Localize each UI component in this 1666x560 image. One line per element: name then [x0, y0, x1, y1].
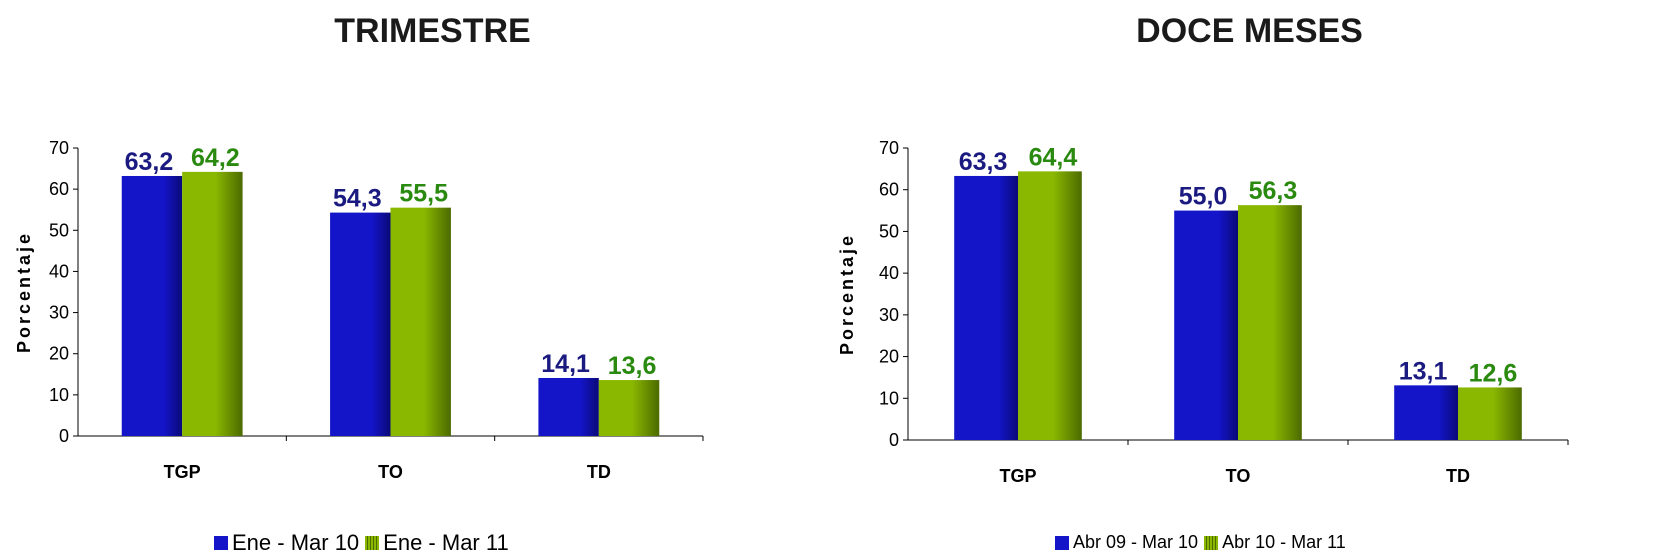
- data-label: 55,5: [399, 180, 448, 208]
- legend-swatch-green: [365, 536, 380, 550]
- chart-legend: Ene - Mar 10 Ene - Mar 11: [214, 530, 509, 556]
- legend-swatch-green: [1204, 535, 1219, 550]
- category-label: TO: [378, 462, 403, 482]
- bar-series-2: [1458, 387, 1522, 440]
- y-axis-label: Porcentaje: [14, 231, 34, 353]
- legend-label: Ene - Mar 11: [383, 530, 509, 555]
- chart-legend: Abr 09 - Mar 10 Abr 10 - Mar 11: [1055, 532, 1346, 553]
- data-label: 64,2: [191, 144, 240, 172]
- category-label: TGP: [999, 466, 1036, 486]
- data-label: 64,4: [1029, 143, 1078, 171]
- y-tick-label: 70: [49, 138, 69, 158]
- bar-chart-doce-meses: 0 10 20 30 40 50 60 70 Porcentaje 63,3 64,4 TGP 55,0…: [837, 138, 1569, 486]
- bar-chart-trimestre: 0 10 20 30 40 50 60 70 Porcentaje 63,2 64,2 TGP 54,3…: [14, 138, 704, 482]
- bar-series-1: [1174, 210, 1238, 440]
- data-label: 54,3: [333, 185, 382, 213]
- y-tick-label: 50: [49, 220, 69, 240]
- bar-series-1: [538, 377, 599, 436]
- legend-swatch-blue: [214, 536, 228, 550]
- chart-title: DOCE MESES: [1136, 12, 1363, 50]
- category-label: TO: [1226, 466, 1251, 486]
- legend-item-series-2: Ene - Mar 11: [365, 530, 509, 556]
- y-tick-label: 30: [879, 305, 899, 325]
- legend-item-series-2: Abr 10 - Mar 11: [1204, 532, 1346, 553]
- data-label: 14,1: [541, 350, 590, 378]
- data-label: 56,3: [1249, 177, 1298, 205]
- y-tick-label: 60: [49, 179, 69, 199]
- legend-item-series-1: Abr 09 - Mar 10: [1055, 532, 1198, 553]
- bar-series-1: [330, 212, 391, 436]
- legend-label: Abr 09 - Mar 10: [1073, 532, 1199, 552]
- bar-series-2: [390, 207, 451, 436]
- y-tick-label: 30: [49, 303, 69, 323]
- bar-series-2: [182, 171, 243, 436]
- data-label: 13,1: [1399, 357, 1448, 385]
- y-tick-label: 60: [879, 180, 899, 200]
- y-tick-label: 20: [49, 344, 69, 364]
- y-tick-label: 0: [59, 426, 69, 446]
- category-label: TGP: [164, 462, 201, 482]
- data-label: 13,6: [608, 352, 657, 380]
- category-label: TD: [1446, 466, 1470, 486]
- legend-item-series-1: Ene - Mar 10: [214, 530, 359, 556]
- legend-label: Ene - Mar 10: [232, 530, 360, 555]
- y-tick-label: 20: [879, 347, 899, 367]
- data-label: 12,6: [1469, 359, 1518, 387]
- data-label: 63,3: [959, 148, 1008, 176]
- legend-label: Abr 10 - Mar 11: [1222, 532, 1346, 552]
- chart-panel-doce-meses: DOCE MESES 0 10 20 30 40 50 60 70 Porcentaje 63,3…: [833, 0, 1666, 560]
- data-label: 55,0: [1179, 183, 1228, 211]
- bar-series-2: [598, 380, 660, 436]
- y-tick-label: 40: [879, 263, 899, 283]
- bar-series-1: [121, 175, 183, 436]
- chart-title: TRIMESTRE: [334, 12, 531, 50]
- y-axis-label: Porcentaje: [837, 233, 857, 355]
- bar-series-2: [1018, 171, 1082, 441]
- y-tick-label: 10: [49, 385, 69, 405]
- y-tick-label: 40: [49, 261, 69, 281]
- y-tick-label: 0: [889, 430, 899, 450]
- bar-series-1: [1394, 385, 1458, 440]
- bar-series-1: [954, 175, 1018, 440]
- chart-panel-trimestre: TRIMESTRE 0 10 20 30 40 50 60 70 Porcentaje 63,2 6…: [14, 12, 704, 556]
- y-tick-label: 10: [879, 388, 899, 408]
- data-label: 63,2: [125, 148, 174, 176]
- legend-swatch-blue: [1055, 535, 1069, 550]
- y-tick-label: 70: [879, 138, 899, 158]
- y-tick-label: 50: [879, 221, 899, 241]
- category-label: TD: [587, 462, 611, 482]
- bar-series-2: [1238, 205, 1302, 440]
